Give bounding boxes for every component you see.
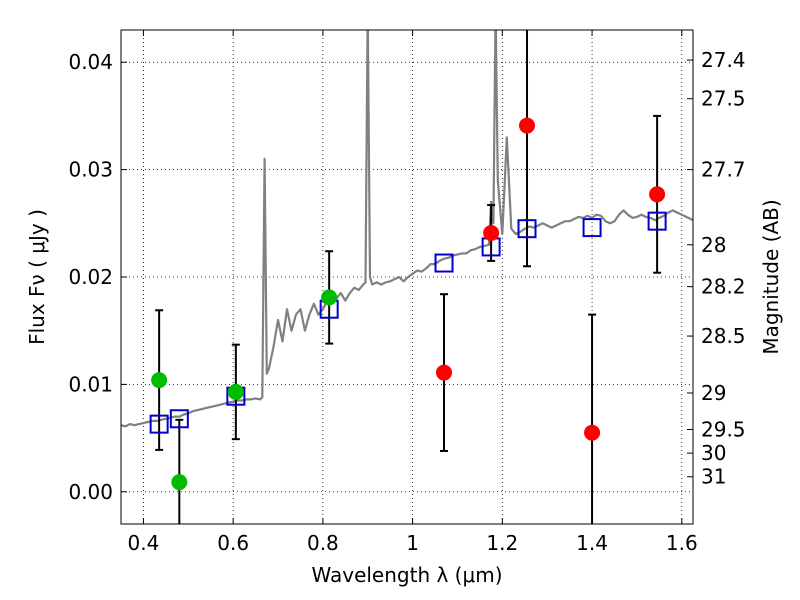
magnitude-tick-label: 27.5 [701,87,746,111]
x-axis-ticks: 0.4 0.6 0.8 1 1.2 1.4 1.6 [128,30,698,555]
model-photometry-square [517,219,537,239]
plot-content [121,30,693,524]
x-tick-label: 0.8 [307,531,339,555]
non-detection-point [649,186,666,203]
magnitude-tick-label: 31 [701,465,726,489]
non-detection-point [519,117,536,134]
magnitude-tick-label: 30 [701,441,726,465]
detection-point [227,383,244,400]
detection-point [321,289,338,306]
x-tick-label: 0.6 [217,531,249,555]
magnitude-tick-label: 28.2 [701,275,746,299]
magnitude-tick-label: 28.5 [701,324,746,348]
magnitude-tick-label: 27.7 [701,158,746,182]
magnitude-tick-label: 29.5 [701,417,746,441]
non-detection-point [483,224,500,241]
magnitude-tick-label: 28 [701,233,726,257]
y-tick-label: 0.03 [68,158,113,182]
y-tick-label: 0.02 [68,265,113,289]
model-photometry-square [582,218,602,238]
y-axis-ticks: 0.00 0.01 0.02 0.03 0.04 [68,50,127,504]
detection-point [151,372,168,389]
model-photometry-square [149,414,169,434]
x-tick-label: 1.2 [486,531,518,555]
y-tick-label: 0.00 [68,480,113,504]
magnitude-tick-label: 29 [701,381,726,405]
grid-lines [121,30,693,524]
x-tick-label: 1.4 [576,531,608,555]
observed-photometry-points [151,117,666,491]
non-detection-point [436,364,453,381]
model-photometry-square [169,409,189,429]
model-photometry-points [149,211,667,434]
model-sed-line [121,30,693,428]
detection-point [171,474,188,491]
non-detection-point [584,424,601,441]
model-photometry-square [434,253,454,273]
y-tick-label: 0.04 [68,50,113,74]
y-axis-title: Flux Fν ( μJy ) [25,209,49,345]
magnitude-axis-title: Magnitude (AB) [759,199,783,354]
x-axis-title: Wavelength λ (μm) [311,563,502,587]
x-tick-label: 0.4 [128,531,160,555]
magnitude-tick-label: 27.4 [701,48,746,72]
x-tick-label: 1 [406,531,419,555]
x-tick-label: 1.6 [666,531,698,555]
y-tick-label: 0.01 [68,372,113,396]
model-photometry-square [647,211,667,231]
